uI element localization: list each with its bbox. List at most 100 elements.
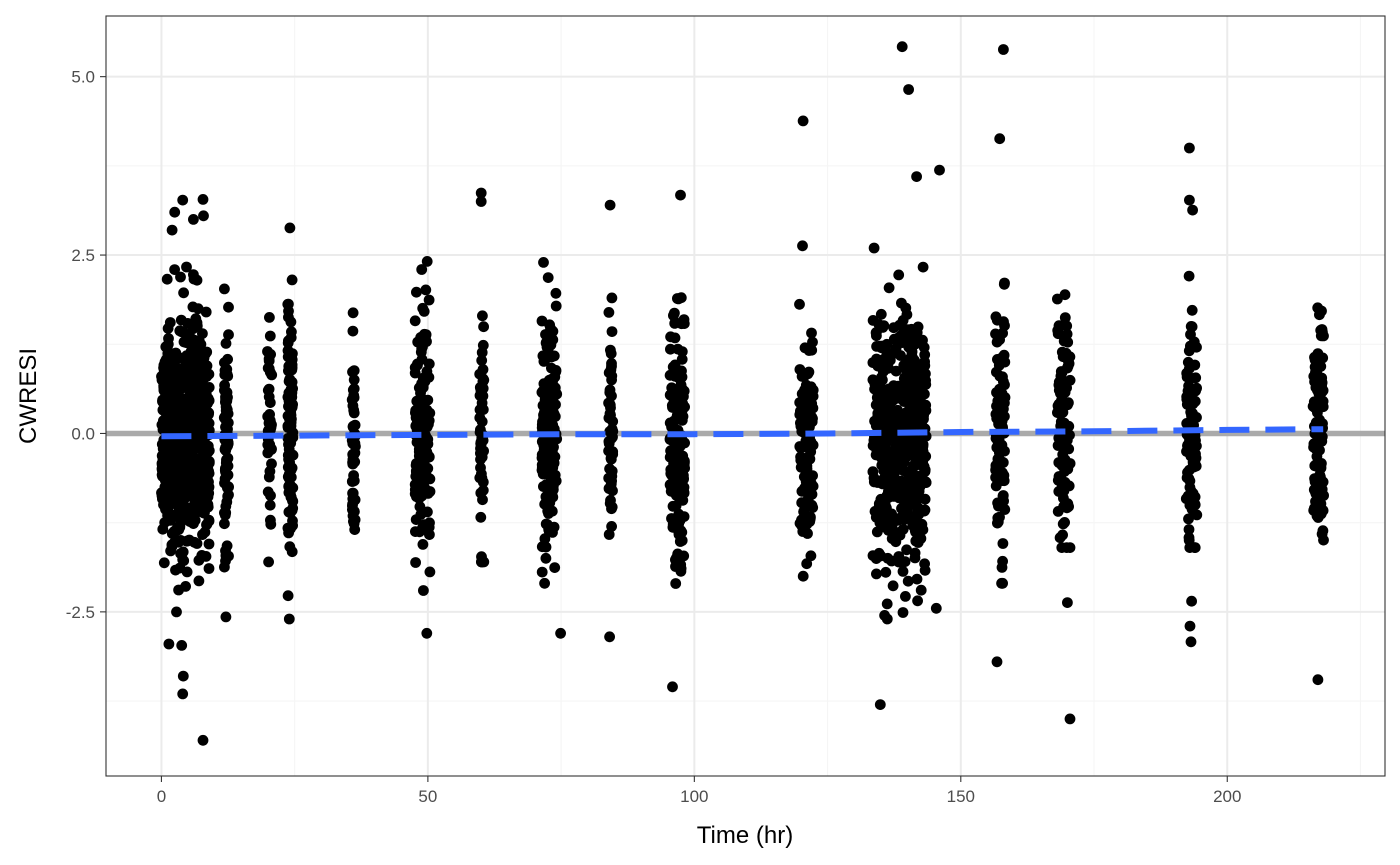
x-tick-label: 150 [947, 787, 975, 806]
data-point [179, 374, 190, 386]
data-point [870, 474, 881, 486]
data-point [605, 364, 617, 376]
data-point [221, 456, 233, 467]
data-point [991, 656, 1003, 668]
data-point [287, 348, 298, 359]
data-point [678, 550, 690, 562]
data-point [799, 482, 811, 494]
data-point [203, 409, 214, 420]
data-point [901, 544, 912, 556]
data-point [800, 435, 812, 447]
data-point [1310, 382, 1322, 393]
data-point [896, 41, 908, 53]
data-point [545, 412, 557, 424]
data-point [177, 688, 189, 700]
data-point [347, 421, 359, 433]
data-point [997, 555, 1008, 567]
data-point [478, 321, 489, 333]
data-point [160, 414, 172, 426]
data-point [1061, 328, 1073, 340]
data-point [1309, 354, 1321, 366]
data-point [1061, 362, 1073, 374]
data-point [934, 164, 945, 176]
data-point [1312, 489, 1324, 500]
data-point [161, 273, 173, 285]
data-point [347, 498, 358, 510]
data-point [909, 374, 920, 386]
data-point [1062, 501, 1074, 513]
data-point [474, 412, 486, 424]
data-point [606, 326, 618, 337]
data-point [166, 453, 178, 464]
y-tick-label: 2.5 [71, 246, 95, 265]
data-point [188, 214, 199, 225]
data-point [871, 330, 882, 342]
data-point [166, 224, 178, 236]
data-point [1058, 492, 1069, 504]
data-point [880, 445, 892, 456]
data-point [903, 355, 915, 366]
data-point [1312, 674, 1324, 686]
data-point [888, 465, 899, 477]
data-point [676, 346, 688, 357]
data-point [911, 573, 923, 585]
data-point [1183, 270, 1195, 282]
data-point [1314, 469, 1326, 481]
data-point [606, 470, 618, 482]
data-point [888, 322, 900, 334]
data-point [262, 486, 274, 498]
data-point [911, 327, 923, 338]
plot-panel [106, 16, 1385, 776]
data-point [994, 133, 1006, 145]
data-point [477, 556, 488, 568]
data-point [347, 449, 359, 460]
data-point [899, 508, 911, 519]
data-point [178, 415, 190, 427]
data-point [803, 345, 815, 356]
data-point [1053, 320, 1065, 332]
data-point [544, 451, 555, 462]
data-point [893, 492, 905, 504]
data-point [223, 329, 234, 341]
data-point [888, 481, 900, 493]
data-point [157, 470, 169, 481]
data-point [219, 561, 230, 573]
data-point [544, 378, 555, 390]
data-point [1189, 359, 1201, 371]
data-point [897, 566, 909, 577]
data-point [880, 566, 892, 578]
data-point [897, 607, 909, 618]
data-point [539, 354, 551, 366]
data-point [203, 563, 215, 574]
data-point [416, 353, 428, 365]
data-point [266, 458, 277, 470]
data-point [1185, 415, 1197, 427]
data-point [222, 391, 233, 403]
data-point [199, 526, 211, 538]
data-point [1309, 460, 1321, 472]
data-point [177, 194, 189, 206]
y-tick-label: 0.0 [71, 424, 95, 443]
data-point [918, 461, 930, 473]
data-point [474, 404, 486, 416]
data-point [604, 199, 616, 211]
data-point [286, 274, 298, 286]
data-point [795, 405, 806, 417]
data-point [802, 528, 813, 539]
data-point [174, 467, 186, 479]
data-point [540, 541, 552, 553]
data-point [546, 487, 558, 499]
data-point [264, 414, 276, 426]
data-point [998, 44, 1009, 55]
data-point [603, 307, 615, 318]
data-point [996, 456, 1008, 468]
data-point [222, 353, 234, 365]
data-point [203, 395, 215, 406]
data-point [1186, 595, 1197, 607]
data-point [887, 580, 899, 592]
data-point [186, 467, 198, 478]
data-point [1182, 467, 1193, 478]
data-point [676, 353, 688, 365]
data-point [187, 301, 199, 313]
data-point [417, 539, 429, 550]
